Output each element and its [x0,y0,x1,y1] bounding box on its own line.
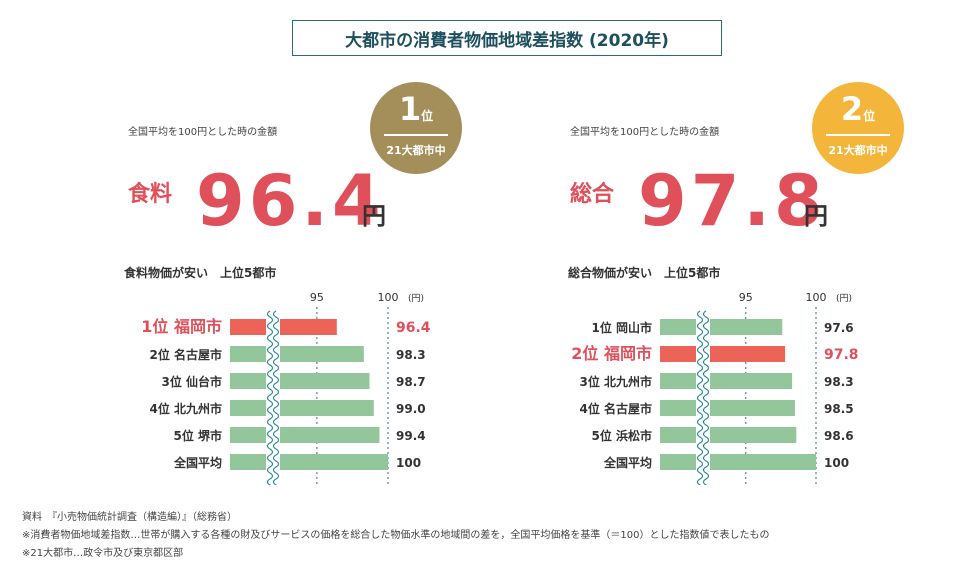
footnote-definition: ※消費者物価地域差指数…世帯が購入する各種の財及びサービスの価格を総合した物価水… [22,530,770,541]
value-label: 97.8 [824,347,859,363]
category-label: 全国平均 [603,455,652,470]
overall-rank-number: 2 [840,90,864,128]
food-category-label: 食料 [128,182,173,207]
value-label: 99.4 [396,429,426,443]
value-label: 98.3 [396,348,426,362]
bar [660,319,783,335]
category-label: 2位 福岡市 [571,344,652,363]
food-panel: 全国平均を100円とした時の金額 食料 96.4 円 1位 21大都市中 食料物… [100,0,520,490]
bar [230,346,364,362]
category-label: 3位 北九州市 [579,374,652,389]
unit-label: (円) [408,293,424,304]
bar [230,427,380,443]
value-label: 99.0 [396,402,426,416]
category-label: 全国平均 [173,455,222,470]
category-label: 4位 名古屋市 [579,401,652,416]
axis-break-wave [696,310,704,485]
value-label: 98.7 [396,375,426,389]
overall-rank-suffix: 位 [863,109,876,123]
axis-break-wave [266,310,274,485]
food-rank-caption: 21大都市中 [386,144,446,157]
tick-label-100: 100 [378,291,399,304]
bar [230,373,370,389]
food-subnote: 全国平均を100円とした時の金額 [128,127,278,138]
category-label: 5位 堺市 [173,428,222,443]
value-label: 97.6 [824,321,854,335]
food-big-value: 96.4 [196,160,385,242]
food-bar-chart: 95 100 (円) 1位 福岡市 96.4 2位 名古屋市 98.3 3位 仙台市 98.7 4… [141,291,431,485]
food-rank-badge: 1位 21大都市中 [370,82,462,174]
food-unit: 円 [362,202,386,230]
overall-unit: 円 [804,202,828,230]
food-chart-title: 食料物価が安い 上位5都市 [124,266,277,280]
value-label: 100 [396,456,421,470]
bar [660,373,793,389]
overall-rank-badge: 2位 21大都市中 [812,82,904,174]
axis-break-wave [702,310,710,485]
overall-panel: 全国平均を100円とした時の金額 総合 97.8 円 2位 21大都市中 総合物… [548,0,961,490]
category-label: 5位 浜松市 [591,428,652,443]
value-label: 98.5 [824,402,854,416]
value-label: 96.4 [396,320,431,336]
tick-label-95: 95 [739,291,753,304]
overall-chart-title: 総合物価が安い 上位5都市 [568,266,721,280]
bar [660,400,795,416]
overall-category-label: 総合 [570,182,615,207]
value-label: 100 [824,456,849,470]
bar [230,400,374,416]
tick-label-100: 100 [806,291,827,304]
page-title: 大都市の消費者物価地域差指数 (2020年) [292,20,722,56]
bar [230,319,337,335]
overall-big-value: 97.8 [638,160,827,242]
value-label: 98.6 [824,429,854,443]
overall-bar-chart: 95 100 (円) 1位 岡山市 97.6 2位 福岡市 97.8 3位 北九州市 98.3 4… [571,291,859,485]
axis-break-wave [272,310,280,485]
bar [660,346,786,362]
category-label: 1位 福岡市 [141,317,222,336]
category-label: 2位 名古屋市 [149,347,222,362]
footnote-source: 資料 『小売物価統計調査（構造編）』（総務省） [22,512,237,523]
footnote-cities: ※21大都市…政令市及び東京都区部 [22,548,184,559]
unit-label: (円) [836,293,852,304]
bar [660,454,816,470]
category-label: 4位 北九州市 [149,401,222,416]
category-label: 3位 仙台市 [161,374,222,389]
overall-rank-caption: 21大都市中 [828,144,888,157]
value-label: 98.3 [824,375,854,389]
food-rank-number: 1 [398,90,422,128]
bar [660,427,797,443]
overall-subnote: 全国平均を100円とした時の金額 [570,127,720,138]
bar [230,454,388,470]
food-rank-suffix: 位 [421,109,434,123]
category-label: 1位 岡山市 [591,320,652,335]
tick-label-95: 95 [310,291,324,304]
